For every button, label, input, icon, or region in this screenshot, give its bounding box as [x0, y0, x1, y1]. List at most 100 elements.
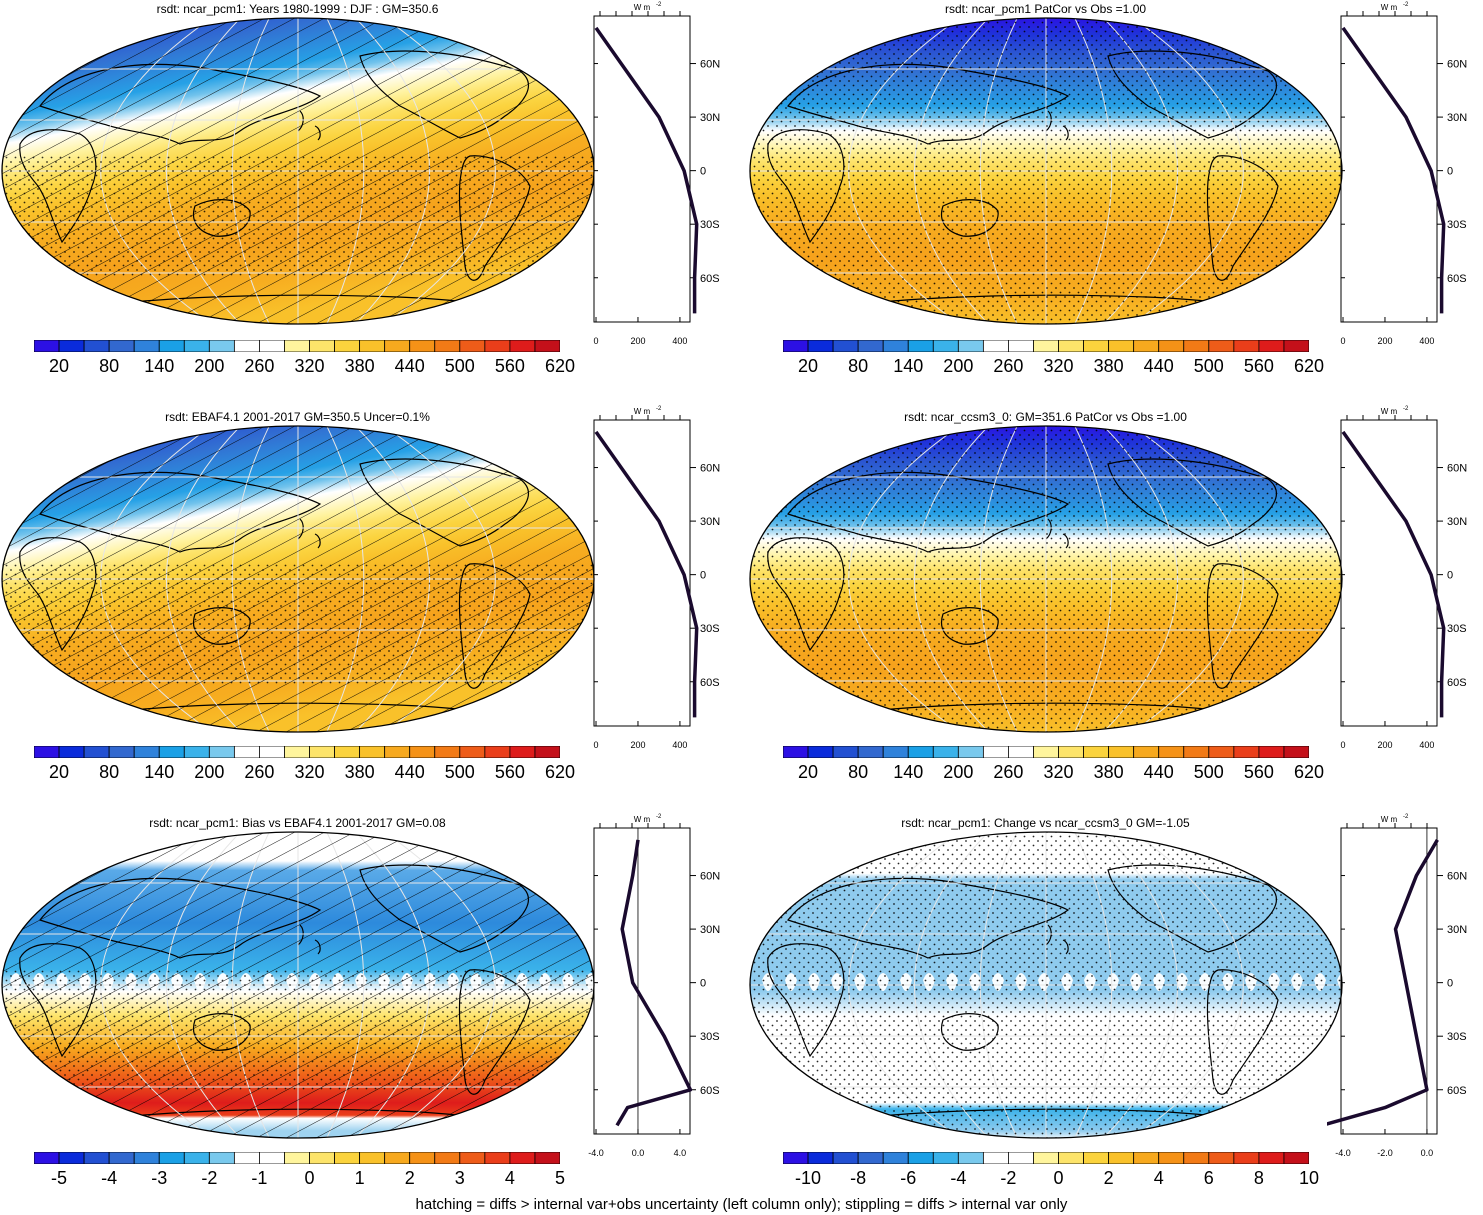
x-tick-label: 0 — [594, 740, 599, 750]
colorbar-swatch — [34, 746, 60, 758]
colorbar-swatch — [259, 746, 285, 758]
colorbar-swatch — [1058, 1152, 1084, 1164]
zonal-mean-curve — [594, 430, 699, 718]
stippling-overlay — [750, 18, 1342, 324]
colorbar-label: 260 — [993, 356, 1024, 376]
colorbar-swatch — [1133, 340, 1160, 352]
colorbar-swatch — [409, 340, 436, 352]
zonal-profile-6: W m -2 60N 30N 0 30S 60S -4.0 -2.0 0.0 — [1327, 814, 1467, 1158]
colorbar-label: 0 — [1053, 1168, 1064, 1188]
units-superscript: -2 — [656, 814, 662, 820]
colorbar-swatch — [284, 1152, 310, 1164]
profile-frame — [1340, 15, 1438, 323]
lat-tick-label: 30N — [1447, 112, 1467, 124]
colorbar-swatch — [857, 340, 884, 352]
colorbar-swatch — [832, 340, 859, 352]
colorbar-swatch — [509, 340, 536, 352]
colorbar-label: 500 — [1193, 356, 1224, 376]
colorbar-swatch — [1258, 1152, 1285, 1164]
colorbar-swatch — [907, 340, 934, 352]
panel-title-5: rsdt: ncar_pcm1: Bias vs EBAF4.1 2001-20… — [149, 816, 446, 830]
colorbar-label: 620 — [1293, 356, 1325, 376]
colorbar-swatch — [509, 1152, 536, 1164]
colorbar-swatch — [509, 746, 536, 758]
colorbar-swatch — [807, 1152, 834, 1164]
colorbar-swatch — [1108, 340, 1135, 352]
colorbar-swatch — [957, 340, 984, 352]
colorbar-swatch — [857, 746, 884, 758]
colorbar-label: 560 — [1243, 762, 1274, 782]
colorbar-1 — [34, 340, 560, 352]
colorbar-swatch — [208, 746, 235, 758]
profile-frame — [593, 15, 691, 323]
colorbar-swatch — [384, 746, 411, 758]
colorbar-swatch — [1208, 1152, 1235, 1164]
x-tick-label: 200 — [1377, 336, 1392, 346]
colorbar-label: 620 — [544, 356, 576, 376]
lat-tick-label: 0 — [700, 166, 706, 178]
colorbar-labels-4: 20 80 140 200 260 320 380 440 500 560 620 — [783, 762, 1324, 784]
colorbar-label: 140 — [893, 356, 924, 376]
lat-tick-label: 30S — [700, 1031, 720, 1043]
units-superscript: -2 — [1403, 814, 1409, 820]
zonal-mean-curve — [594, 26, 699, 314]
colorbar-swatch — [284, 746, 310, 758]
colorbar-label: 80 — [848, 356, 869, 376]
units-label: W m — [634, 815, 651, 824]
map-panel-3 — [1, 425, 595, 733]
colorbar-swatch — [783, 340, 809, 352]
colorbar-swatch — [359, 340, 386, 352]
x-tick-label: -2.0 — [1377, 1148, 1393, 1158]
colorbar-labels-3: 20 80 140 200 260 320 380 440 500 560 620 — [34, 762, 575, 784]
colorbar-swatch — [58, 1152, 85, 1164]
zonal-profile-2: W m -2 60N 30N 0 30S 60S 0 200 400 — [1340, 2, 1467, 346]
colorbar-swatch — [882, 746, 909, 758]
colorbar-label: 260 — [244, 356, 275, 376]
profile-frame — [593, 827, 691, 1135]
colorbar-label: 140 — [144, 356, 175, 376]
colorbar-swatch — [534, 1152, 560, 1164]
colorbar-swatch — [1083, 340, 1110, 352]
map-field — [2, 832, 594, 1138]
colorbar-swatch — [233, 1152, 260, 1164]
lat-tick-label: 30S — [1447, 1031, 1467, 1043]
lat-tick-label: 60S — [1447, 273, 1467, 285]
colorbar-swatch — [932, 746, 959, 758]
colorbar-swatch — [133, 746, 160, 758]
colorbar-label: -2 — [1000, 1168, 1017, 1188]
colorbar-label: 20 — [798, 356, 819, 376]
zonal-profile-3: W m -2 60N 30N 0 30S 60S 0 200 400 — [593, 406, 720, 750]
colorbar-swatch — [1008, 1152, 1034, 1164]
colorbar-swatch — [459, 1152, 486, 1164]
colorbar-label: 620 — [544, 762, 576, 782]
units-label: W m — [634, 3, 651, 12]
zonal-profile-1: W m -2 60N 30N 0 30S 60S 0 200 400 — [593, 2, 720, 346]
colorbar-swatch — [957, 1152, 984, 1164]
lat-tick-label: 60S — [700, 677, 720, 689]
colorbar-label: 380 — [1093, 762, 1124, 782]
colorbar-swatch — [183, 1152, 210, 1164]
colorbar-swatch — [807, 340, 834, 352]
colorbar-swatch — [334, 340, 361, 352]
colorbar-label: 380 — [1093, 356, 1124, 376]
colorbar-label: 2 — [1103, 1168, 1114, 1188]
map-panel-1 — [1, 17, 595, 325]
panel-title-3: rsdt: EBAF4.1 2001-2017 GM=350.5 Uncer=0… — [165, 410, 430, 424]
colorbar-swatch — [1133, 1152, 1160, 1164]
colorbar-swatch — [982, 340, 1009, 352]
colorbar-swatch — [1108, 1152, 1135, 1164]
lat-tick-label: 30S — [1447, 219, 1467, 231]
colorbar-swatch — [1058, 340, 1084, 352]
map-panel-5 — [1, 831, 595, 1139]
colorbar-swatch — [1183, 1152, 1210, 1164]
lat-tick-label: 30S — [700, 623, 720, 635]
colorbar-swatch — [932, 340, 959, 352]
colorbar-label: 440 — [1143, 762, 1174, 782]
footer-caption: hatching = diffs > internal var+obs unce… — [415, 1196, 1068, 1213]
colorbar-swatch — [158, 340, 185, 352]
colorbar-swatch — [932, 1152, 959, 1164]
colorbar-label: 2 — [404, 1168, 415, 1188]
x-tick-label: 0.0 — [1421, 1148, 1434, 1158]
colorbar-label: 80 — [848, 762, 869, 782]
colorbar-swatch — [1183, 340, 1210, 352]
